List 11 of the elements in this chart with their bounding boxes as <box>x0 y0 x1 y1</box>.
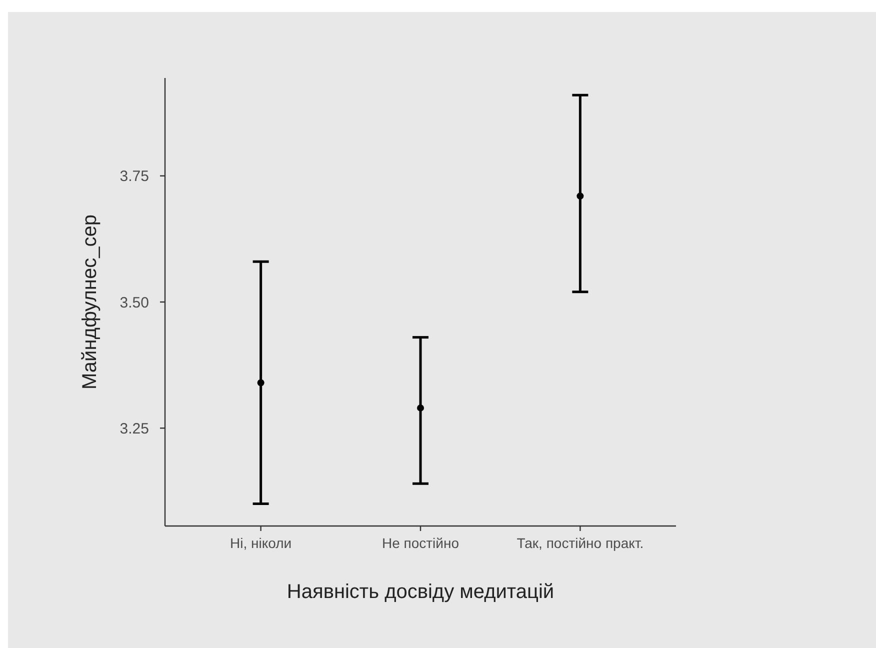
x-tick-label: Ні, ніколи <box>230 535 292 551</box>
x-tick-label: Не постійно <box>382 535 460 551</box>
point <box>417 404 424 412</box>
point <box>576 192 584 200</box>
y-tick-label: 3.75 <box>120 168 149 186</box>
x-tick-label: Так, постійно практ. <box>516 535 644 551</box>
y-tick-label: 3.50 <box>120 294 149 312</box>
y-axis-title: Майндфулнес_сер <box>79 214 101 390</box>
point <box>257 379 264 386</box>
x-axis-title: Наявність досвіду медитацій <box>286 581 554 603</box>
y-tick-label: 3.25 <box>120 420 149 438</box>
